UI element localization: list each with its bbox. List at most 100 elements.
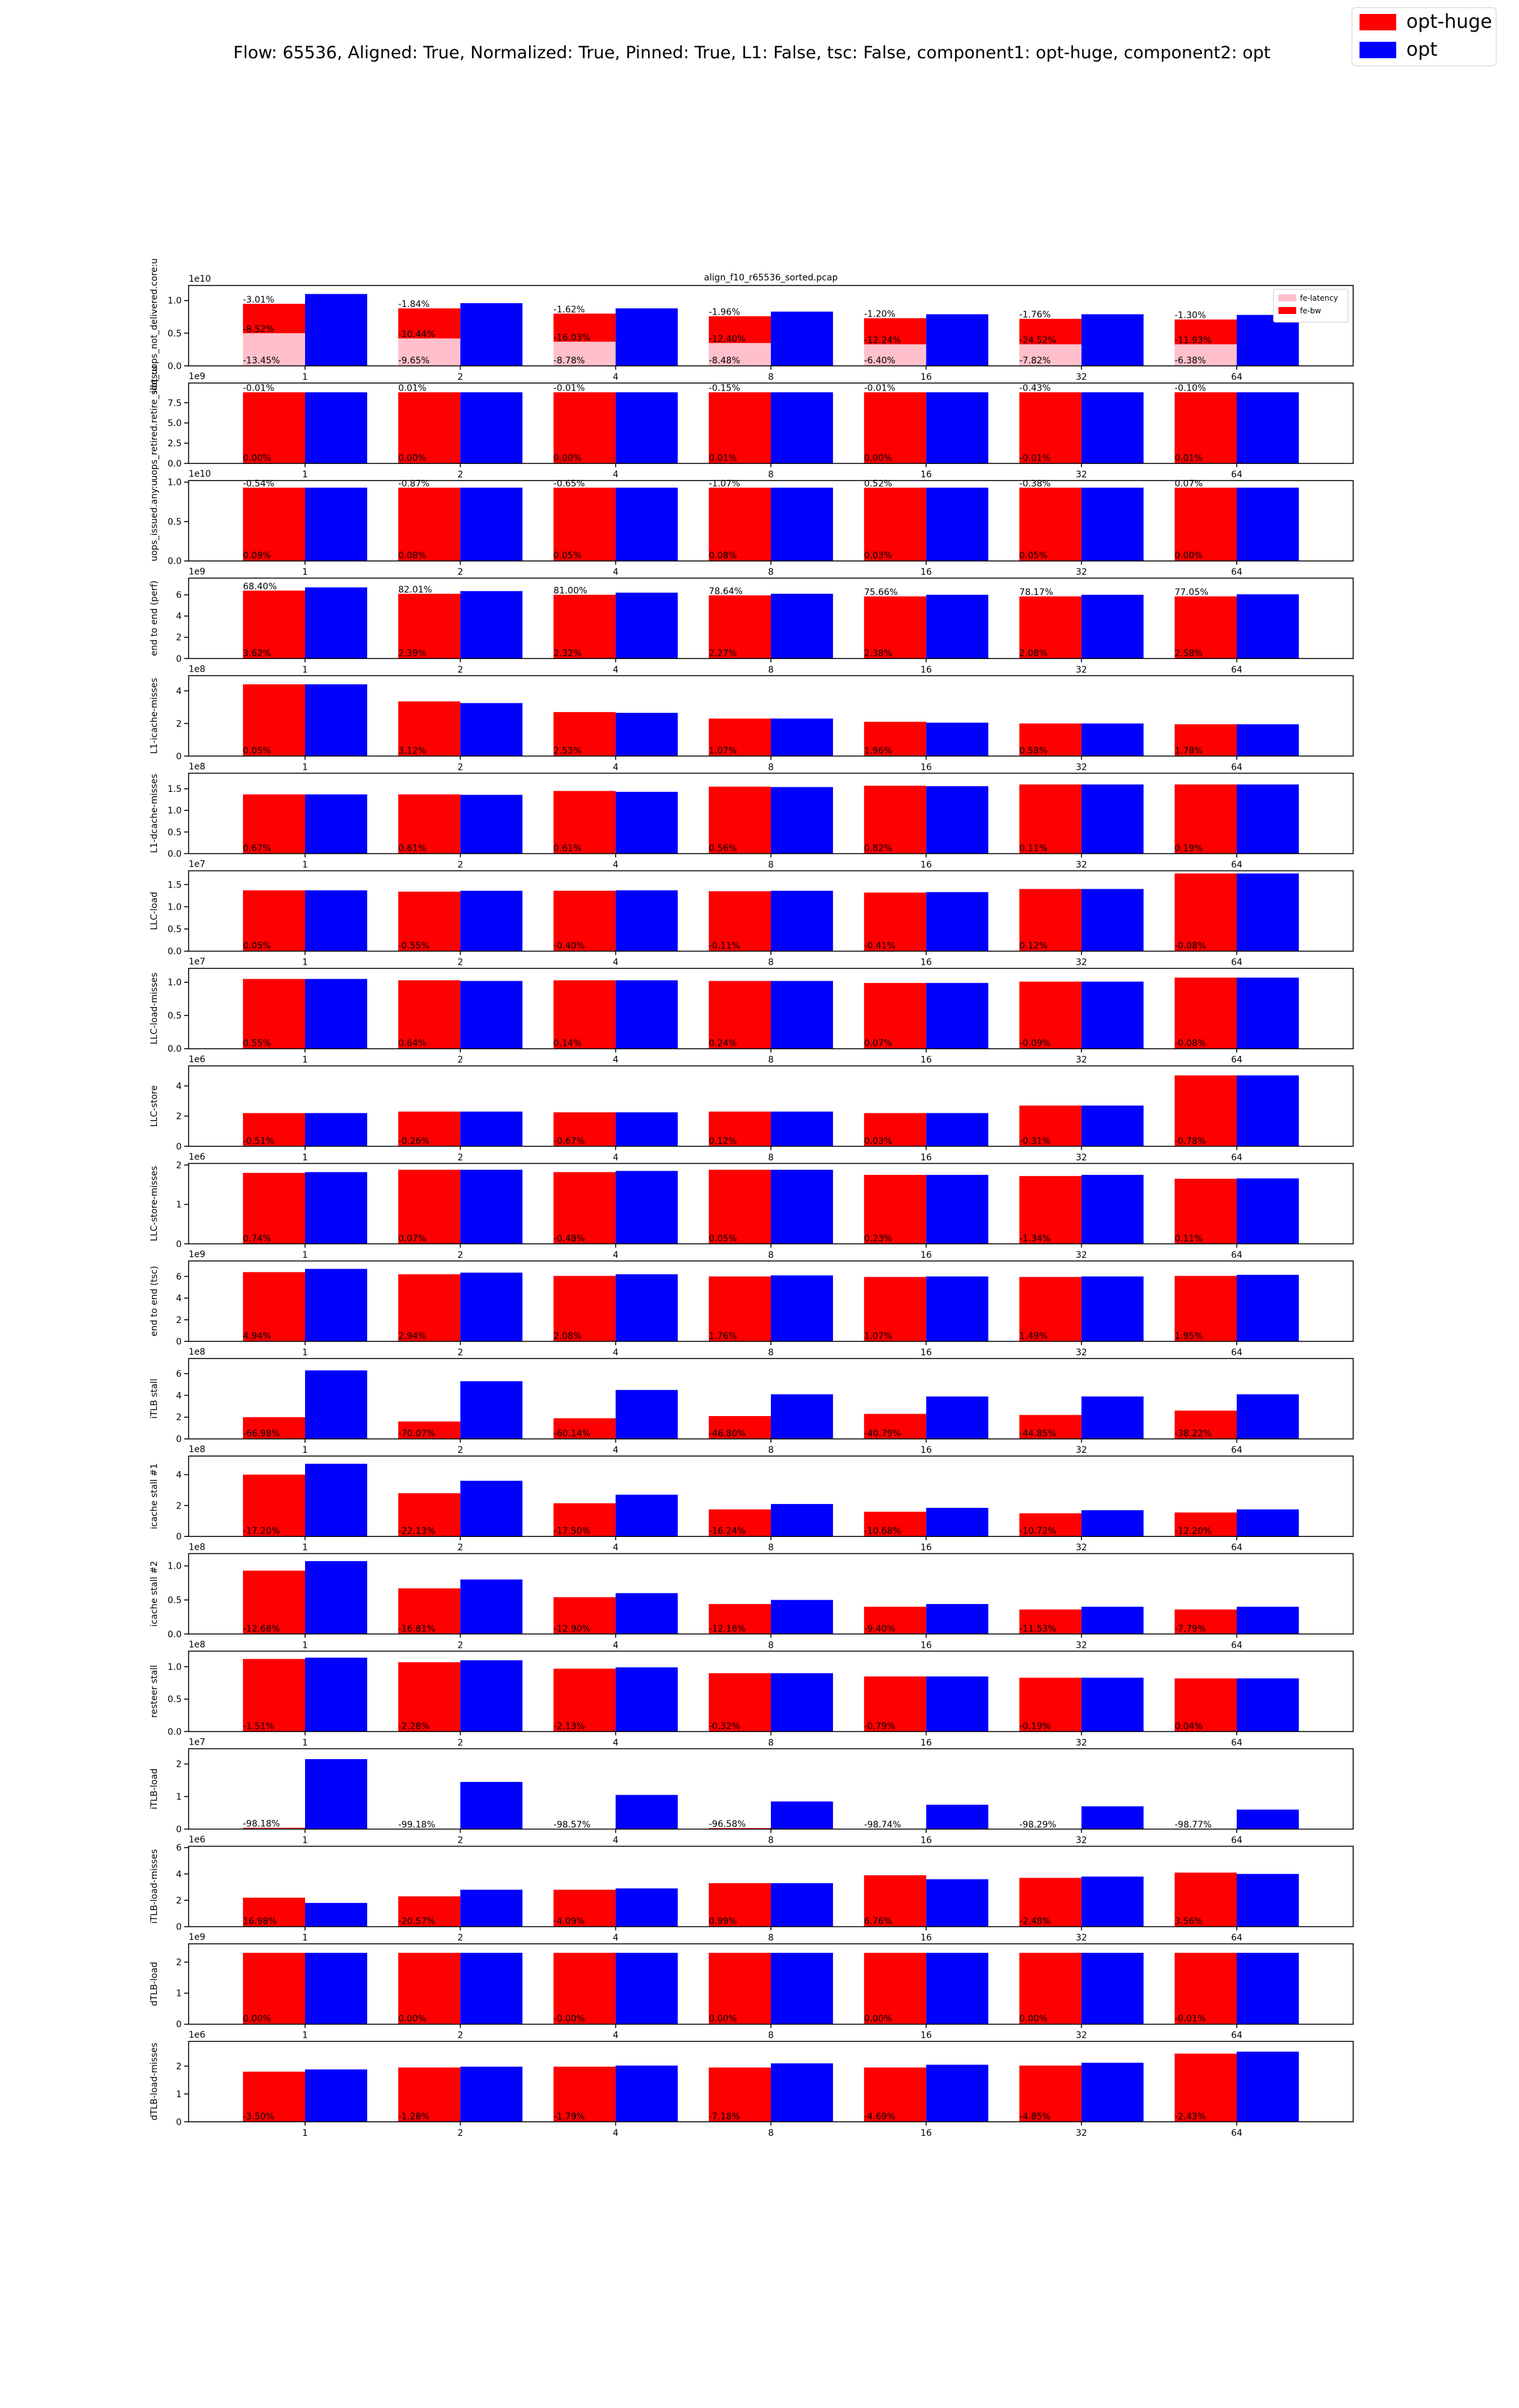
bar xyxy=(1174,596,1237,659)
annotation: 0.00% xyxy=(1020,2014,1047,2024)
x-tick-label: 1 xyxy=(303,1445,308,1455)
x-tick-label: 8 xyxy=(768,1445,774,1455)
bar xyxy=(1019,318,1082,344)
annotation: 0.03% xyxy=(864,1136,892,1146)
bar xyxy=(708,342,771,366)
annotation: -0.65% xyxy=(554,479,585,489)
bar xyxy=(460,891,523,951)
bar xyxy=(242,1272,305,1341)
annotation: -0.48% xyxy=(554,1234,585,1244)
bar xyxy=(864,1174,927,1244)
bar xyxy=(1019,1277,1082,1341)
y-axis-label: uops_issued.any:u xyxy=(149,480,159,561)
bar xyxy=(242,794,305,854)
annotation: 78.17% xyxy=(1020,587,1053,598)
annotation: 0.00% xyxy=(554,453,582,463)
bar xyxy=(1019,784,1082,854)
bar xyxy=(926,1879,989,1927)
bar xyxy=(398,392,461,464)
bar xyxy=(926,1113,989,1146)
bar xyxy=(398,1274,461,1341)
axes-frame xyxy=(188,1455,1354,1537)
bar xyxy=(242,590,305,659)
x-tick-label: 1 xyxy=(303,1348,308,1358)
bar xyxy=(460,487,523,561)
bar xyxy=(1237,1678,1299,1732)
bar xyxy=(1081,1510,1144,1537)
annotation: -0.79% xyxy=(864,1721,896,1731)
axis-offset: 1e6 xyxy=(189,1152,206,1162)
y-tick-label: 0.5 xyxy=(168,517,182,527)
bar xyxy=(242,1474,305,1537)
subplot-legend-label: fe-bw xyxy=(1300,306,1322,315)
bar xyxy=(615,791,678,854)
y-tick-label: 4 xyxy=(176,1081,182,1091)
x-tick-label: 2 xyxy=(458,2128,463,2138)
annotation: -2.48% xyxy=(1020,1917,1051,1927)
x-tick-label: 4 xyxy=(613,567,618,577)
bar xyxy=(1237,724,1299,756)
bar xyxy=(1019,1677,1082,1732)
y-tick-label: 2 xyxy=(176,1896,182,1906)
bar xyxy=(1081,981,1144,1049)
annotation: 0.82% xyxy=(864,844,892,854)
y-tick-label: 0 xyxy=(176,1239,182,1250)
bar xyxy=(1237,1075,1299,1146)
annotation: 0.04% xyxy=(1175,1721,1203,1731)
y-tick-label: 1.5 xyxy=(168,880,182,890)
bar xyxy=(1081,1174,1144,1244)
bar xyxy=(708,1276,771,1341)
bar xyxy=(553,1890,616,1927)
y-tick-label: 6 xyxy=(176,1369,182,1379)
y-tick-label: 1.0 xyxy=(168,806,182,816)
x-tick-label: 32 xyxy=(1076,1348,1087,1358)
bar xyxy=(398,338,461,366)
annotation: -1.20% xyxy=(864,310,896,320)
x-tick-label: 2 xyxy=(458,1543,463,1553)
annotation: -0.01% xyxy=(243,384,275,394)
bar xyxy=(771,392,834,464)
bar xyxy=(1174,1609,1237,1634)
y-tick-label: 2 xyxy=(176,719,182,729)
y-tick-label: 1.0 xyxy=(168,978,182,988)
bar xyxy=(771,1883,834,1927)
bar xyxy=(708,487,771,561)
y-axis-label: resteer stall xyxy=(149,1665,159,1717)
x-tick-label: 16 xyxy=(920,1055,932,1065)
y-tick-label: 0 xyxy=(176,1532,182,1542)
bar xyxy=(1019,2066,1082,2122)
figure-title: Flow: 65536, Aligned: True, Normalized: … xyxy=(234,43,1271,63)
annotation: 2.94% xyxy=(398,1331,426,1341)
annotation: 81.00% xyxy=(554,586,587,596)
bar xyxy=(771,1394,834,1439)
x-tick-label: 32 xyxy=(1076,2031,1087,2041)
y-tick-label: 0.0 xyxy=(168,459,182,469)
x-tick-label: 32 xyxy=(1076,1445,1087,1455)
x-tick-label: 64 xyxy=(1231,567,1242,577)
bar xyxy=(708,1416,771,1439)
bar xyxy=(1174,392,1237,464)
y-tick-label: 2 xyxy=(176,1112,182,1122)
bar xyxy=(1081,1677,1144,1732)
axes-frame xyxy=(188,1260,1354,1342)
bar xyxy=(305,1172,368,1244)
x-tick-label: 8 xyxy=(768,1640,774,1650)
bar xyxy=(708,2067,771,2122)
annotation: 0.00% xyxy=(864,2014,892,2024)
x-tick-label: 1 xyxy=(303,1640,308,1650)
bar xyxy=(1019,1513,1082,1537)
annotation: 0.00% xyxy=(1175,551,1203,561)
bar xyxy=(864,1414,927,1439)
bar xyxy=(460,1952,523,2024)
bar xyxy=(708,718,771,756)
annotation: -60.14% xyxy=(554,1429,591,1439)
bar xyxy=(553,1276,616,1341)
x-tick-label: 64 xyxy=(1231,1153,1242,1163)
x-tick-label: 16 xyxy=(920,1933,932,1943)
axes-frame xyxy=(188,1943,1354,2025)
bar xyxy=(615,713,678,756)
y-axis-label: iTLB-load-misses xyxy=(149,1849,159,1924)
x-tick-label: 1 xyxy=(303,958,308,968)
bar xyxy=(1019,1952,1082,2024)
